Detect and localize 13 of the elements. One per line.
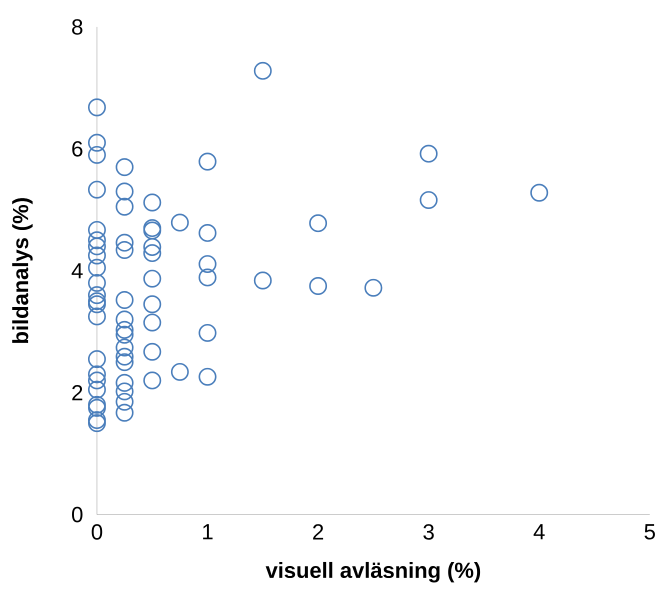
y-tick-label: 6 <box>72 141 82 157</box>
x-tick-label: 3 <box>423 524 434 540</box>
y-tick-label: 8 <box>72 19 82 35</box>
y-tick-label: 0 <box>72 506 82 522</box>
x-tick-label: 1 <box>203 524 213 540</box>
x-tick-label: 2 <box>313 524 324 540</box>
x-axis-title: visuell avläsning (%) <box>266 562 480 582</box>
y-tick-label: 4 <box>72 263 83 278</box>
x-tick-label: 0 <box>92 524 102 540</box>
x-tick-label: 4 <box>534 524 545 540</box>
y-tick-label: 2 <box>72 384 82 400</box>
x-tick-label: 5 <box>644 524 655 540</box>
y-axis-title: bildanalys (%) <box>12 198 33 343</box>
